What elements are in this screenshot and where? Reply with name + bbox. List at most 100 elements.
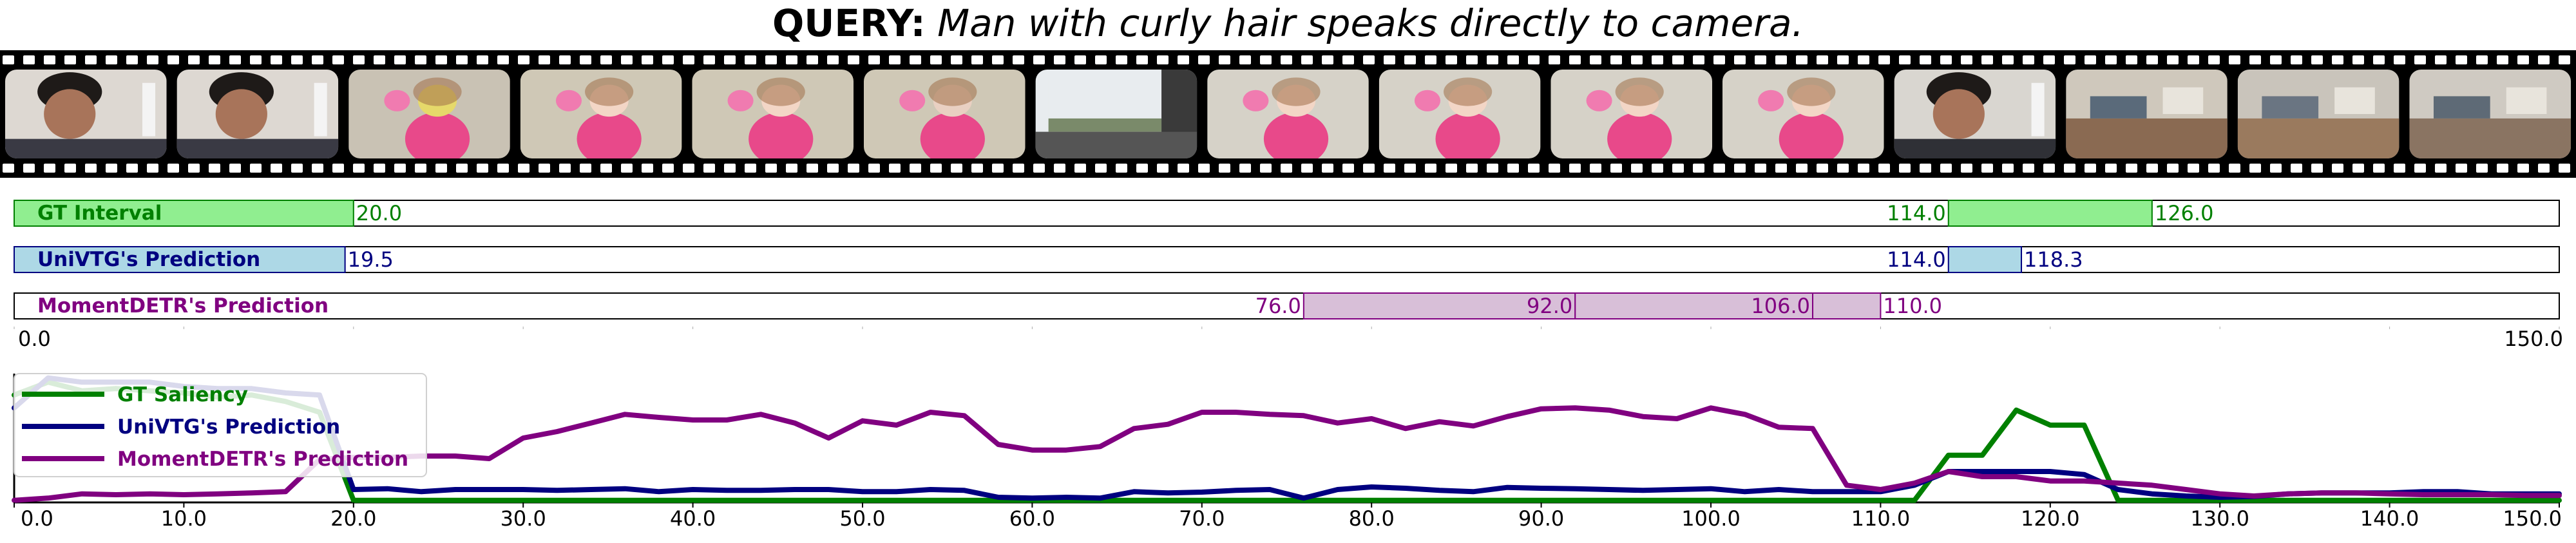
- sprocket-hole: [1342, 55, 1354, 64]
- sprocket-hole: [1301, 164, 1313, 173]
- sprocket-hole: [683, 164, 694, 173]
- legend-box: [14, 373, 427, 477]
- frame-content: [864, 70, 1026, 158]
- sprocket-hole: [2085, 164, 2096, 173]
- sprocket-hole: [580, 55, 591, 64]
- sprocket-hole: [724, 55, 736, 64]
- film-frame: [5, 70, 167, 158]
- film-frame: [1035, 70, 1197, 158]
- sprocket-hole: [2023, 164, 2034, 173]
- sprocket-hole: [1775, 164, 1787, 173]
- sprocket-hole: [2270, 55, 2282, 64]
- x-tick-label: 110.0: [1851, 506, 1911, 531]
- interval-name: UniVTG's Prediction: [37, 248, 260, 271]
- sprocket-hole: [2497, 55, 2508, 64]
- sprocket-hole: [2126, 164, 2137, 173]
- sprocket-hole: [3, 164, 14, 173]
- sprocket-hole: [2002, 164, 2014, 173]
- sprocket-hole: [786, 164, 797, 173]
- interval-segment: [1574, 292, 1814, 319]
- sprocket-hole: [44, 55, 55, 64]
- frame-content: [1035, 70, 1197, 158]
- sprocket-hole: [2311, 55, 2323, 64]
- frame-content: [2237, 70, 2399, 158]
- sprocket-hole: [147, 164, 158, 173]
- sprocket-hole: [435, 164, 447, 173]
- toy-shape: [1243, 90, 1269, 111]
- sprocket-hole: [1549, 55, 1560, 64]
- sprocket-hole: [374, 55, 385, 64]
- sprocket-hole: [1425, 164, 1436, 173]
- sprocket-hole: [1219, 164, 1230, 173]
- interval-value-label: 20.0: [356, 201, 402, 225]
- sprocket-hole: [2002, 55, 2014, 64]
- sprocket-hole: [456, 55, 468, 64]
- query-text: Man with curly hair speaks directly to c…: [937, 1, 1804, 45]
- floor-shape: [2066, 118, 2228, 158]
- sprocket-hole: [806, 55, 818, 64]
- hair-shape: [1787, 77, 1836, 106]
- sprocket-hole: [910, 164, 921, 173]
- interval-axis-end: 150.0: [2504, 327, 2563, 351]
- sprocket-hole: [951, 55, 962, 64]
- film-frame: [1379, 70, 1541, 158]
- sprocket-hole: [2435, 55, 2447, 64]
- sprocket-hole: [497, 55, 509, 64]
- sprocket-hole: [1755, 164, 1766, 173]
- sprocket-hole: [2414, 55, 2426, 64]
- sprocket-hole: [848, 164, 859, 173]
- sprocket-hole: [1920, 164, 1931, 173]
- sprocket-hole: [765, 164, 777, 173]
- furniture-shape: [2090, 96, 2147, 119]
- sprocket-hole: [1095, 164, 1107, 173]
- sprocket-hole: [1301, 55, 1313, 64]
- film-frame: [692, 70, 854, 158]
- trees-shape: [1048, 118, 1162, 132]
- interval-value-label: 19.5: [348, 247, 394, 272]
- sprocket-hole: [765, 55, 777, 64]
- interval-value-label: 114.0: [1887, 247, 1946, 272]
- sprocket-hole: [889, 55, 901, 64]
- sprocket-hole: [2270, 164, 2282, 173]
- window-shape: [2031, 82, 2045, 137]
- sprocket-hole: [662, 55, 674, 64]
- legend-label: MomentDETR's Prediction: [117, 448, 408, 471]
- sprocket-hole: [1116, 55, 1127, 64]
- sprocket-hole: [1363, 164, 1375, 173]
- film-frame: [2237, 70, 2399, 158]
- sprocket-hole: [1775, 55, 1787, 64]
- sprocket-hole: [1260, 164, 1272, 173]
- sprocket-hole: [1384, 55, 1395, 64]
- filmstrip: [0, 50, 2576, 178]
- film-frame: [520, 70, 682, 158]
- sprocket-hole: [889, 164, 901, 173]
- sprocket-hole: [2394, 55, 2405, 64]
- toy-shape: [899, 90, 926, 111]
- sprocket-hole: [2229, 164, 2240, 173]
- sprocket-hole: [332, 55, 344, 64]
- sprocket-hole: [2085, 55, 2096, 64]
- sprocket-hole: [2373, 164, 2385, 173]
- sprocket-hole: [1817, 55, 1828, 64]
- sprocket-hole: [1281, 55, 1292, 64]
- x-tick-label: 40.0: [670, 506, 716, 531]
- saliency-plot: 0.0 10.0 20.0 30.0 40.0 50.0 60.0 70.0 80.0 90.0 1…: [12, 373, 2562, 531]
- sprocket-hole: [2043, 164, 2055, 173]
- sprocket-hole: [2476, 55, 2488, 64]
- toy-shape: [727, 90, 754, 111]
- interval-track: [14, 246, 2560, 273]
- interval-segment: [1302, 292, 1576, 319]
- sprocket-hole: [2456, 55, 2467, 64]
- query-label: QUERY:: [772, 1, 926, 45]
- furniture-shape: [2262, 96, 2319, 119]
- sprocket-hole: [992, 55, 1004, 64]
- frame-content: [1379, 70, 1541, 158]
- sprocket-hole: [1734, 164, 1746, 173]
- sprocket-hole: [1858, 55, 1869, 64]
- sprocket-hole: [394, 55, 406, 64]
- sprocket-hole: [44, 164, 55, 173]
- sprocket-hole: [827, 164, 839, 173]
- film-frame: [348, 70, 510, 158]
- sprocket-hole: [374, 164, 385, 173]
- shirt-shape: [5, 138, 167, 158]
